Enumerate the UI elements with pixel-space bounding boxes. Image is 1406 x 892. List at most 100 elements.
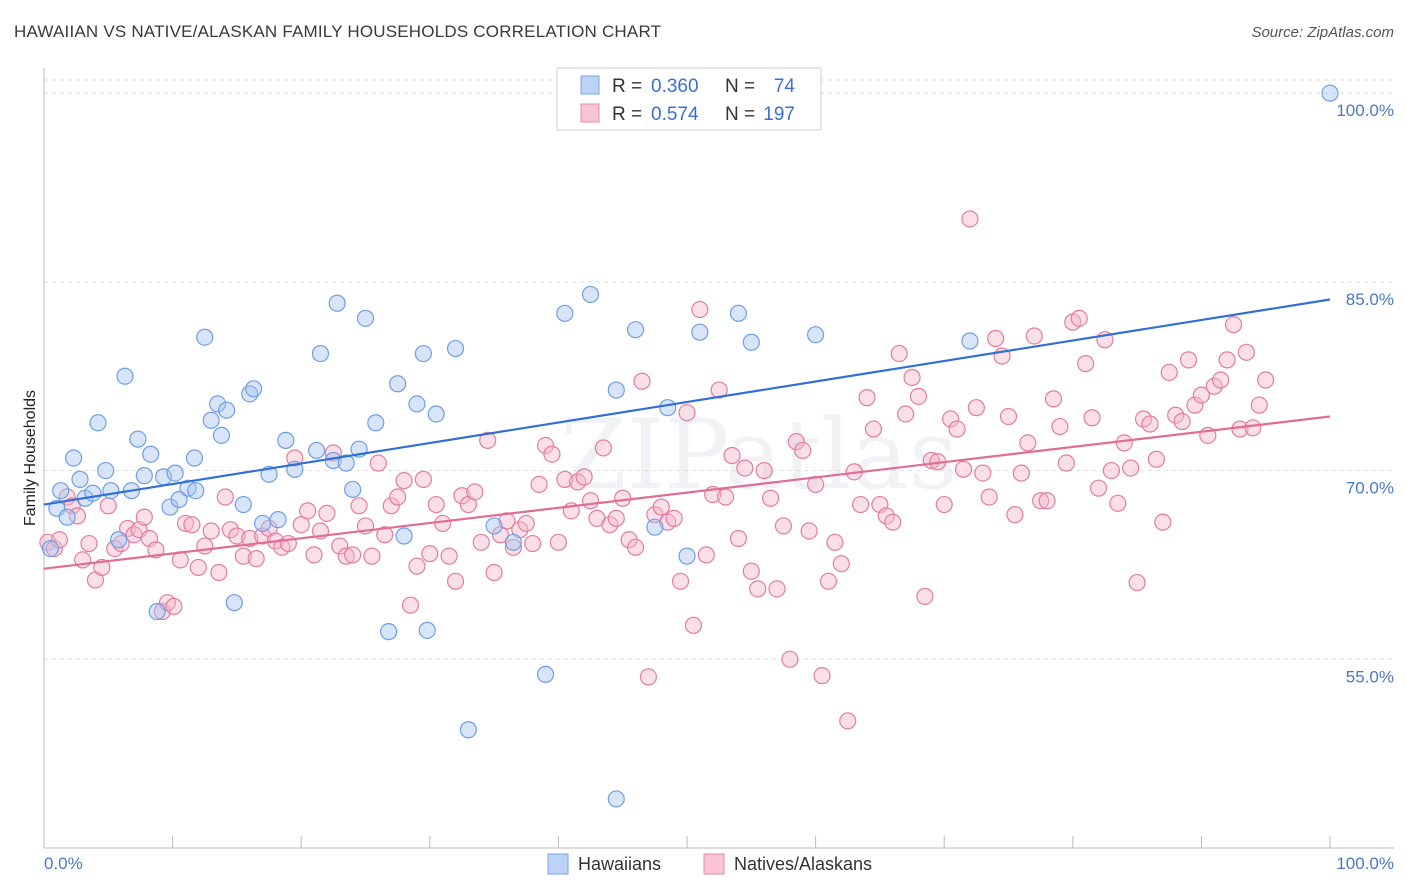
point-natives-160 [1057, 454, 1075, 472]
point-hawaiians-39 [308, 441, 326, 460]
bottom-legend-swatch-natives[interactable] [703, 853, 725, 875]
chart-title: HAWAIIAN VS NATIVE/ALASKAN FAMILY HOUSEH… [14, 22, 662, 41]
point-natives-57 [395, 472, 413, 490]
trend-line-natives [43, 415, 1331, 570]
point-natives-148 [980, 488, 998, 506]
series-natives-alaskans [39, 210, 1275, 730]
point-natives-95 [639, 668, 658, 686]
point-natives-109 [729, 529, 748, 548]
point-hawaiians-11 [109, 531, 128, 549]
legend-n-label-2: N = [725, 104, 755, 125]
legend-frame [556, 67, 822, 131]
point-natives-184 [1212, 371, 1230, 389]
point-hawaiians-73 [1321, 84, 1339, 102]
point-hawaiians-48 [380, 623, 398, 641]
watermark: ZIPatlas [560, 399, 958, 511]
legend-n-value-natives: 197 [763, 104, 795, 125]
point-natives-30 [221, 521, 240, 539]
bottom-legend-swatch-hawaiians[interactable] [547, 853, 569, 875]
point-natives-133 [884, 513, 902, 531]
point-natives-82 [556, 470, 574, 488]
point-natives-88 [594, 439, 613, 457]
point-natives-164 [1083, 409, 1101, 427]
point-hawaiians-67 [678, 547, 696, 565]
point-hawaiians-28 [212, 426, 231, 444]
point-natives-103 [691, 300, 709, 319]
point-natives-61 [421, 545, 439, 563]
point-hawaiians-58 [504, 533, 522, 551]
point-natives-155 [1025, 327, 1043, 345]
point-hawaiians-8 [89, 414, 107, 432]
trend-line-hawaiians [43, 298, 1331, 506]
point-hawaiians-15 [135, 467, 153, 485]
point-hawaiians-16 [142, 445, 160, 463]
point-natives-135 [897, 405, 915, 423]
point-hawaiians-33 [245, 380, 263, 398]
point-natives-81 [549, 533, 568, 551]
point-natives-185 [1218, 351, 1236, 369]
point-natives-1 [45, 539, 63, 558]
point-natives-142 [942, 410, 960, 428]
point-natives-191 [1257, 371, 1275, 389]
point-hawaiians-26 [202, 411, 220, 429]
point-natives-55 [382, 497, 400, 515]
point-natives-52 [363, 547, 381, 565]
point-hawaiians-49 [389, 375, 407, 393]
point-natives-134 [890, 344, 908, 363]
point-natives-125 [832, 555, 850, 573]
x-ticks [43, 836, 1331, 848]
point-natives-62 [427, 495, 445, 514]
point-natives-10 [99, 497, 117, 515]
point-hawaiians-71 [806, 326, 825, 344]
point-hawaiians-4 [64, 449, 83, 467]
point-natives-126 [839, 712, 857, 730]
point-natives-94 [633, 372, 651, 390]
point-natives-2 [50, 531, 69, 549]
point-hawaiians-53 [418, 621, 436, 639]
point-natives-72 [491, 526, 510, 544]
point-natives-93 [626, 538, 645, 556]
point-natives-43 [305, 546, 323, 564]
point-natives-170 [1122, 459, 1140, 477]
point-natives-104 [697, 546, 715, 564]
point-natives-56 [389, 488, 407, 506]
trend-lines [43, 298, 1331, 570]
point-hawaiians-59 [536, 665, 555, 683]
axes [43, 68, 1394, 849]
point-hawaiians-9 [97, 461, 115, 480]
x-tick-label-max: 100.0% [1336, 854, 1394, 873]
point-hawaiians-42 [328, 294, 346, 312]
chart-source: Source: ZipAtlas.com [1251, 24, 1394, 41]
point-hawaiians-7 [84, 484, 102, 502]
point-hawaiians-36 [269, 511, 287, 529]
point-hawaiians-51 [408, 395, 426, 413]
point-natives-189 [1244, 419, 1262, 437]
point-hawaiians-64 [626, 321, 645, 339]
point-natives-153 [1012, 464, 1030, 482]
y-axis-label: Family Households [22, 390, 39, 526]
point-natives-149 [987, 329, 1005, 348]
bottom-legend-label-hawaiians[interactable]: Hawaiians [578, 854, 661, 874]
point-natives-119 [794, 441, 812, 460]
point-hawaiians-31 [234, 495, 252, 514]
legend-n-value-hawaiians: 74 [774, 76, 796, 97]
point-natives-74 [504, 538, 522, 556]
point-hawaiians-65 [646, 518, 664, 536]
point-natives-114 [761, 489, 780, 507]
point-natives-33 [241, 529, 259, 548]
legend-r-label-1: R = [612, 76, 642, 97]
point-natives-26 [196, 537, 214, 555]
point-natives-106 [710, 381, 728, 399]
point-natives-111 [742, 562, 760, 580]
bottom-legend-label-natives[interactable]: Natives/Alaskans [734, 854, 872, 874]
point-natives-128 [852, 495, 870, 514]
point-natives-117 [781, 650, 799, 668]
point-natives-176 [1160, 363, 1178, 382]
point-hawaiians-43 [337, 454, 355, 472]
point-natives-107 [716, 488, 735, 506]
point-hawaiians-5 [71, 470, 89, 488]
point-natives-174 [1147, 450, 1165, 468]
point-natives-138 [916, 587, 934, 605]
point-natives-152 [1006, 506, 1024, 524]
point-hawaiians-3 [58, 508, 76, 526]
